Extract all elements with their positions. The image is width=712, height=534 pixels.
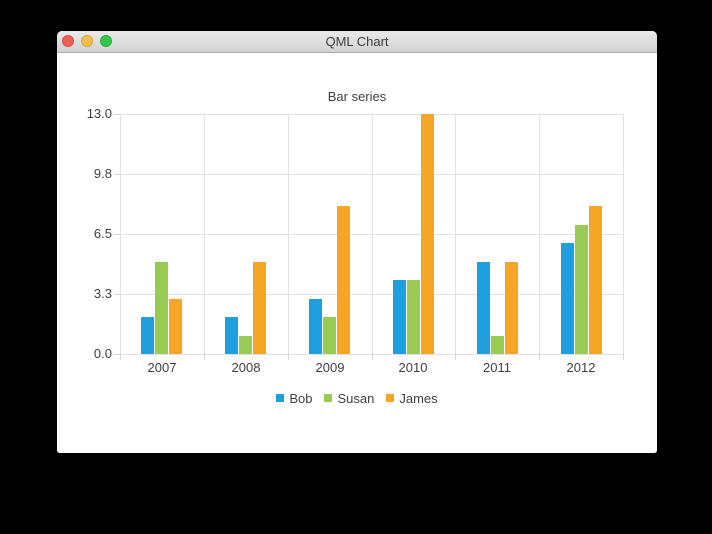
gridline-horizontal [120,114,623,115]
gridline-vertical [288,114,289,355]
x-tick-label: 2007 [147,360,177,375]
y-axis-tick [114,114,120,115]
x-tick-label: 2008 [231,360,261,375]
legend-item-susan: Susan [324,391,374,406]
gridline-vertical [455,114,456,355]
chart-title: Bar series [327,89,387,104]
gridline-horizontal [120,294,623,295]
legend-item-bob: Bob [276,391,312,406]
bar-susan-2008 [239,336,252,354]
bar-susan-2009 [323,317,336,354]
y-tick-label: 3.3 [93,286,112,301]
zoom-button-icon[interactable] [100,35,112,47]
plot-area [120,114,624,355]
bar-bob-2008 [225,317,238,354]
gridline-horizontal [120,234,623,235]
y-tick-label: 9.8 [93,166,112,181]
titlebar[interactable]: QML Chart [57,31,657,53]
bar-bob-2010 [393,280,406,354]
qml-chart-window: QML Chart Bar series Bob Susan James 0.0 3.… [57,31,657,453]
x-tick-label: 2011 [483,360,511,375]
legend-marker-icon [386,394,395,402]
x-axis-tick [455,354,456,360]
legend-item-james: James [386,390,438,406]
legend-label: Bob [289,390,313,406]
gridline-vertical [120,114,121,355]
bar-bob-2011 [477,262,490,354]
x-axis-tick [288,354,289,360]
bar-susan-2007 [155,262,168,354]
minimize-button-icon[interactable] [81,35,93,47]
bar-james-2012 [589,206,602,354]
legend-marker-icon [324,394,333,402]
bar-james-2010 [421,114,434,354]
bar-james-2011 [505,262,518,354]
bar-susan-2011 [491,336,504,354]
y-axis-tick [114,174,120,175]
legend-label: James [399,390,438,406]
gridline-horizontal [120,354,623,355]
legend: Bob Susan James [57,390,657,406]
gridline-vertical [204,114,205,355]
close-button-icon[interactable] [62,35,74,47]
y-axis-tick [114,294,120,295]
window-title: QML Chart [325,34,389,49]
x-tick-label: 2009 [315,360,345,375]
bar-bob-2009 [309,299,322,354]
bar-james-2009 [337,206,350,354]
x-axis-tick [204,354,205,360]
x-axis-tick [120,354,121,360]
gridline-vertical [372,114,373,355]
y-tick-label: 6.5 [93,226,112,241]
x-axis-tick [372,354,373,360]
bar-bob-2007 [141,317,154,354]
bar-james-2008 [253,262,266,354]
gridline-vertical [623,114,624,355]
legend-marker-icon [276,394,285,402]
gridline-horizontal [120,174,623,175]
x-axis-tick [539,354,540,360]
chart-view: Bar series Bob Susan James 0.0 3.3 6.5 9.8 13.… [57,53,657,453]
y-axis-tick [114,354,120,355]
y-tick-label: 0.0 [93,346,112,361]
gridline-vertical [539,114,540,355]
legend-label: Susan [337,390,375,406]
x-tick-label: 2010 [398,360,428,375]
x-axis-tick [623,354,624,360]
y-axis-tick [114,234,120,235]
bar-susan-2012 [575,225,588,354]
bar-bob-2012 [561,243,574,354]
y-tick-label: 13.0 [86,106,112,121]
bar-susan-2010 [407,280,420,354]
bar-james-2007 [169,299,182,354]
x-tick-label: 2012 [566,360,596,375]
